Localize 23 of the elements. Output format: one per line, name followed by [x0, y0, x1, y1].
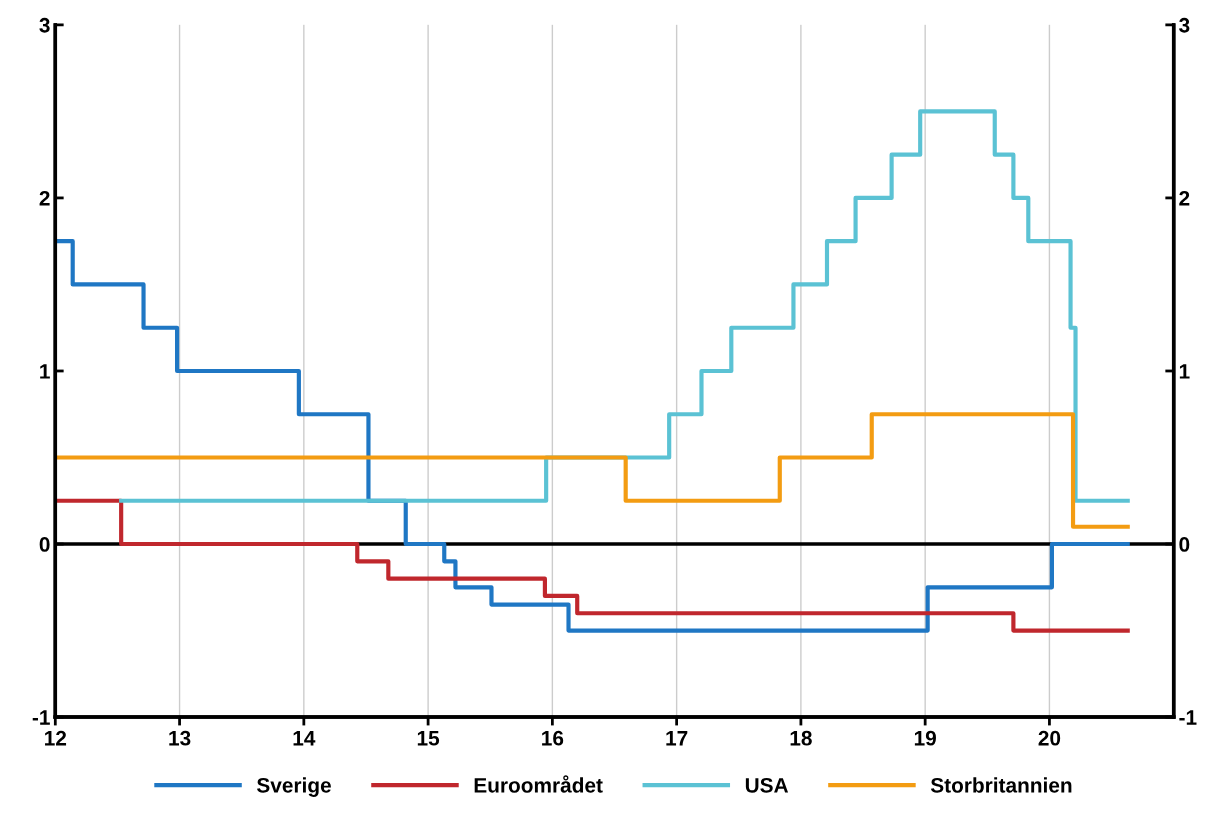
- x-tick-label: 20: [1038, 730, 1061, 746]
- y-tick-label: -1: [32, 710, 50, 725]
- legend-label: USA: [745, 777, 789, 793]
- x-tick-label: 17: [666, 731, 688, 746]
- x-tick-label: 15: [417, 731, 440, 746]
- y-tick-label: 0: [39, 537, 50, 552]
- y2-tick-label: -1: [1179, 710, 1197, 725]
- y2-tick-label: 0: [1179, 537, 1190, 552]
- legend-label: Storbritannien: [930, 777, 1072, 793]
- x-tick-label: 18: [790, 730, 812, 746]
- x-tick-label: 13: [169, 730, 191, 746]
- legend-label: Sverige: [256, 777, 331, 797]
- x-tick-label: 12: [45, 730, 67, 746]
- legend-label: Euroområdet: [474, 775, 603, 793]
- y2-tick-label: 3: [1179, 17, 1190, 33]
- x-tick-label: 14: [293, 731, 316, 746]
- y-tick-label: 3: [39, 17, 50, 33]
- x-tick-label: 19: [914, 730, 936, 746]
- y-tick-label: 2: [39, 190, 50, 206]
- y-tick-label: 1: [40, 364, 50, 379]
- y2-tick-label: 1: [1179, 364, 1190, 379]
- y2-tick-label: 2: [1179, 190, 1190, 206]
- x-tick-label: 16: [542, 730, 564, 746]
